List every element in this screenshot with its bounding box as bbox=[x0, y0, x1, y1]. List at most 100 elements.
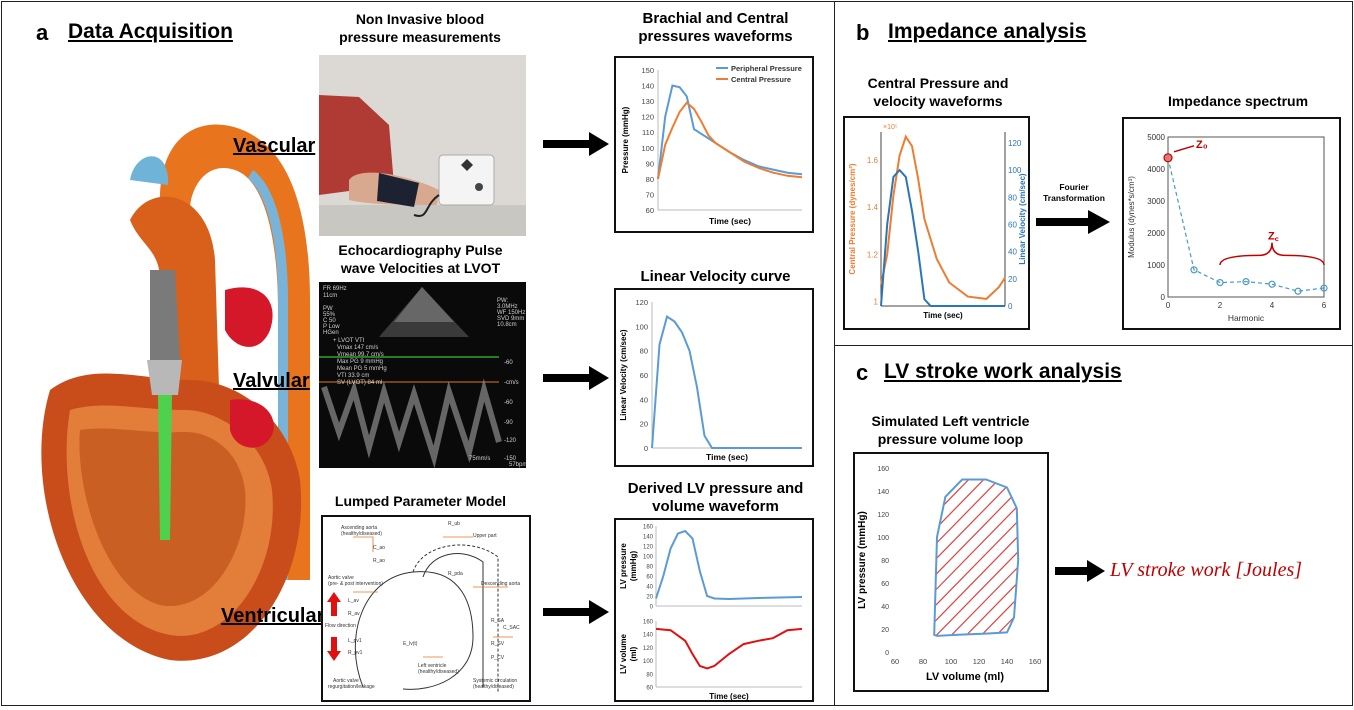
y-tick-label: 150 bbox=[641, 66, 654, 75]
svg-text:SV (LVOT) 84 ml: SV (LVOT) 84 ml bbox=[337, 380, 382, 386]
y-tick-label: 80 bbox=[646, 672, 653, 678]
y-tick-label: 20 bbox=[646, 595, 653, 601]
panel-b-letter: b bbox=[856, 20, 870, 45]
svg-text:Max PG 9 mmHg: Max PG 9 mmHg bbox=[337, 359, 383, 365]
y-axis-label-1: LV pressure bbox=[619, 543, 628, 589]
svg-text:PW: PW bbox=[323, 306, 333, 312]
svg-text:PW:: PW: bbox=[497, 298, 509, 304]
linear-velocity-line bbox=[651, 315, 802, 449]
y-tick-label: 60 bbox=[640, 371, 648, 380]
y-tick-label: 60 bbox=[646, 575, 653, 581]
svg-text:C_ao: C_ao bbox=[373, 545, 385, 551]
svg-text:R_pda: R_pda bbox=[448, 571, 463, 577]
fourier-label: Fourier Transformation bbox=[1043, 182, 1105, 203]
y-tick-label: 0 bbox=[1161, 293, 1166, 302]
pv-hatch-line bbox=[994, 479, 1019, 636]
x-axis-label: Time (sec) bbox=[923, 311, 963, 320]
y-tick-label: 120 bbox=[643, 646, 654, 652]
right-tick-label: 60 bbox=[1008, 220, 1017, 229]
svg-text:R_SA: R_SA bbox=[491, 618, 505, 624]
right-tick-label: 40 bbox=[1008, 248, 1017, 257]
zc-brace bbox=[1219, 242, 1325, 266]
svg-text:SVD 9mm: SVD 9mm bbox=[497, 316, 524, 322]
right-tick-label: 80 bbox=[1008, 193, 1017, 202]
left-tick-label: 1.2 bbox=[867, 250, 879, 259]
y-axis-label-1: LV volume bbox=[619, 634, 628, 674]
y-tick-label: 60 bbox=[646, 206, 654, 215]
y-tick-label: 60 bbox=[646, 686, 653, 692]
right-tick-label: 20 bbox=[1008, 275, 1017, 284]
x-tick-label: 160 bbox=[1029, 657, 1042, 666]
pv-hatch-line bbox=[1009, 479, 1019, 636]
pv-hatch-line bbox=[934, 479, 981, 636]
right-tick-label: 0 bbox=[1008, 302, 1013, 311]
impedance-line bbox=[1167, 157, 1325, 292]
stroke-work-result: LV stroke work [Joules] bbox=[1110, 559, 1303, 581]
y-tick-label: 140 bbox=[643, 535, 654, 541]
pv-loop-chart: 0 20 40 60 80 100 120 140 160 60 80 100 120 140 160 LV … bbox=[857, 466, 1042, 683]
svg-text:C 50: C 50 bbox=[323, 318, 336, 324]
lv-charts-box: 0 20 40 60 80 100 120 140 160 LV pressure (mmHg) 6… bbox=[614, 518, 814, 702]
x-axis-label: Harmonic bbox=[1228, 313, 1265, 323]
pv-hatch-line bbox=[934, 479, 1019, 636]
svg-text:-60: -60 bbox=[504, 400, 513, 406]
x-tick-label: 60 bbox=[891, 657, 899, 666]
svg-text:Aortic valve: Aortic valve bbox=[328, 575, 354, 581]
impedance-point bbox=[1242, 278, 1250, 286]
lv-pressure-line bbox=[655, 529, 803, 601]
z0-label: Z₀ bbox=[1196, 139, 1208, 151]
caption-nibp: Non Invasive blood pressure measurements bbox=[339, 11, 501, 45]
caption-central-velocity: Central Pressure and velocity waveforms bbox=[867, 75, 1009, 109]
y-tick-label: 0 bbox=[885, 650, 889, 657]
row-label-ventricular: Ventricular bbox=[221, 605, 325, 627]
panel-c-title: LV stroke work analysis bbox=[884, 360, 1122, 383]
y-tick-label: 160 bbox=[643, 525, 654, 531]
svg-text:Flow direction: Flow direction bbox=[325, 623, 356, 629]
right-tick-label: 120 bbox=[1008, 139, 1022, 148]
svg-text:P_CV: P_CV bbox=[491, 655, 505, 661]
y-tick-label: 120 bbox=[635, 298, 648, 307]
y-tick-label: 130 bbox=[641, 97, 654, 106]
svg-text:R_SV: R_SV bbox=[491, 641, 505, 647]
x-axis-label: Time (sec) bbox=[706, 452, 748, 462]
panel-c-letter: c bbox=[856, 360, 869, 385]
svg-text:-120: -120 bbox=[504, 438, 517, 444]
y-axis-label: Modulus (dynes*s/cm³) bbox=[1127, 176, 1136, 258]
y-tick-label: 140 bbox=[641, 82, 654, 91]
svg-text:75mm/s: 75mm/s bbox=[469, 456, 490, 462]
y-tick-label: 20 bbox=[881, 627, 889, 634]
y-tick-label: 3000 bbox=[1147, 197, 1165, 206]
pv-hatch-line bbox=[934, 479, 966, 636]
impedance-point bbox=[1216, 279, 1224, 287]
lv-pressure-chart: 0 20 40 60 80 100 120 140 160 LV pressure (mmHg) bbox=[619, 525, 803, 611]
svg-text:R_pv1: R_pv1 bbox=[348, 650, 363, 656]
svg-text:-150: -150 bbox=[504, 456, 517, 462]
x-tick-label: 4 bbox=[1270, 301, 1275, 310]
svg-text:WF 150Hz: WF 150Hz bbox=[497, 310, 525, 316]
svg-text:Aortic valve: Aortic valve bbox=[333, 678, 359, 684]
peripheral-pressure-line bbox=[657, 84, 803, 180]
y-axis-label: LV pressure (mmHg) bbox=[857, 511, 868, 609]
exponent-label: ×10⁵ bbox=[883, 124, 898, 131]
y-axis-label-2: (ml) bbox=[629, 646, 638, 661]
svg-text:-60: -60 bbox=[504, 360, 513, 366]
row-label-vascular: Vascular bbox=[233, 135, 316, 157]
y-tick-label: 4000 bbox=[1147, 165, 1165, 174]
svg-text:(healthy/diseased): (healthy/diseased) bbox=[418, 669, 459, 675]
right-tick-label: 100 bbox=[1008, 166, 1022, 175]
x-tick-label: 80 bbox=[919, 657, 927, 666]
y-tick-label: 100 bbox=[635, 322, 648, 331]
arrow-valvular bbox=[543, 366, 609, 390]
y-axis-label: Pressure (mmHg) bbox=[621, 106, 630, 173]
svg-text:-cm/s: -cm/s bbox=[504, 380, 519, 386]
impedance-chart: 0 1000 2000 3000 4000 5000 0 2 4 6 Modulus (dynes*… bbox=[1127, 133, 1328, 323]
arrow-ventricular bbox=[543, 600, 609, 624]
y-tick-label: 2000 bbox=[1147, 229, 1165, 238]
y-tick-label: 0 bbox=[644, 444, 648, 453]
brachial-chart-box: 60 70 80 90 100 110 120 130 140 150 Pressure (mmHg… bbox=[614, 56, 814, 233]
svg-text:55%: 55% bbox=[323, 312, 336, 318]
caption-impedance: Impedance spectrum bbox=[1167, 93, 1309, 109]
svg-text:R_ub: R_ub bbox=[448, 521, 460, 527]
svg-text:L_av: L_av bbox=[348, 598, 359, 604]
caption-echo: Echocardiography Pulse wave Velocities at… bbox=[338, 242, 503, 276]
